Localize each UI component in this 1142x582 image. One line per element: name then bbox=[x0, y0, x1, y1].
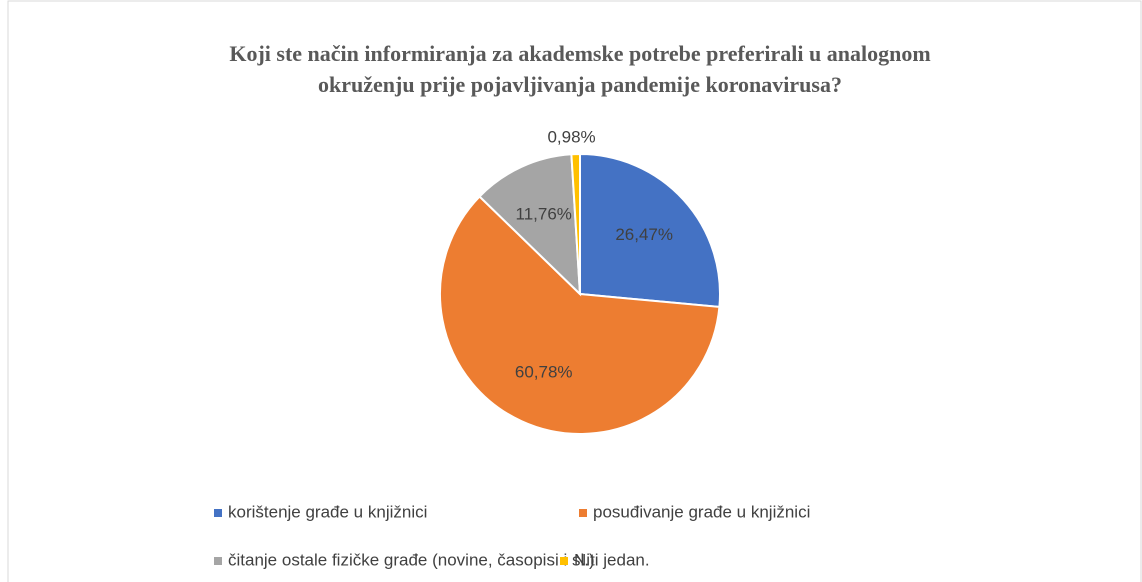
chart-border bbox=[7, 0, 1142, 582]
legend-label: čitanje ostale fizičke građe (novine, ča… bbox=[228, 550, 595, 569]
pie-slice bbox=[570, 152, 581, 295]
legend-swatch bbox=[214, 509, 222, 517]
legend-swatch bbox=[214, 557, 222, 565]
legend-swatch bbox=[560, 557, 568, 565]
pie-slice bbox=[439, 195, 721, 435]
pie-slice bbox=[579, 152, 721, 309]
chart-title: Koji ste način informiranja za akademske… bbox=[229, 41, 931, 97]
data-label: 26,47% bbox=[615, 225, 673, 244]
legend-label: Niti jedan. bbox=[574, 550, 650, 569]
legend-label: posuđivanje građe u knjižnici bbox=[593, 502, 810, 521]
legend-label: korištenje građe u knjižnici bbox=[228, 502, 427, 521]
data-label: 11,76% bbox=[516, 205, 572, 224]
data-label: 0,98% bbox=[547, 127, 595, 146]
data-label: 60,78% bbox=[515, 362, 573, 381]
pie-slice bbox=[478, 153, 582, 297]
legend-swatch bbox=[579, 509, 587, 517]
